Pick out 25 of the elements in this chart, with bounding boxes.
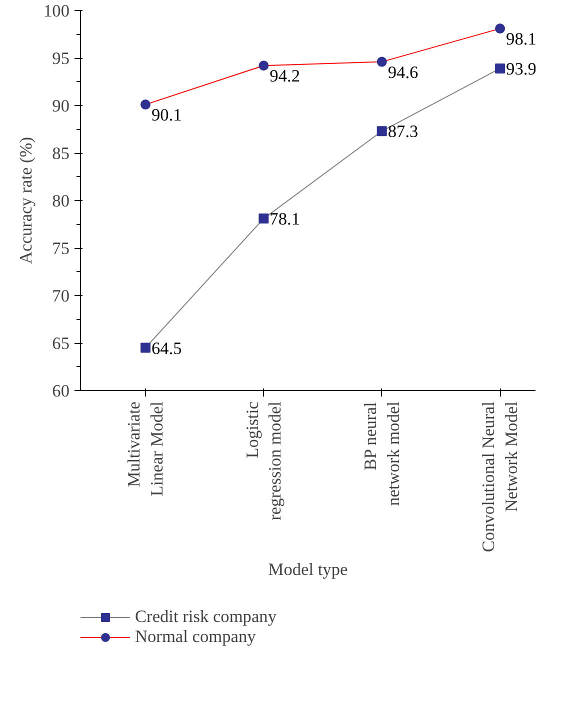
y-tick-label: 60 [52, 382, 70, 400]
data-label: 90.1 [152, 106, 182, 125]
data-label: 98.1 [506, 30, 536, 49]
data-label: 87.3 [388, 122, 418, 142]
x-tick-label: Convolutional Neural Network Model [479, 401, 521, 552]
legend-label: Normal company [135, 627, 256, 647]
x-axis-title: Model type [268, 560, 348, 580]
data-label: 94.6 [388, 62, 419, 82]
data-label: 64.5 [152, 338, 182, 358]
y-tick-label: 75 [52, 239, 70, 258]
y-tick-label: 95 [52, 49, 70, 68]
x-tick-label: Logistic regression model [242, 401, 285, 520]
data-label: 78.1 [270, 210, 300, 229]
x-tick-label: Multivariate Linear Model [124, 401, 166, 496]
y-axis-title: Accuracy rate (%) [16, 136, 36, 264]
legend-label: Credit risk company [135, 607, 276, 627]
y-tick-label: 70 [52, 286, 70, 306]
y-tick-label: 90 [52, 96, 70, 116]
y-tick-label: 65 [52, 334, 70, 353]
data-label: 93.9 [506, 59, 536, 78]
y-tick-label: 100 [44, 2, 70, 20]
x-tick-label: BP neural network model [360, 401, 403, 506]
y-tick-label: 85 [52, 144, 70, 163]
y-tick-label: 80 [52, 192, 70, 210]
data-label: 94.2 [270, 66, 300, 86]
